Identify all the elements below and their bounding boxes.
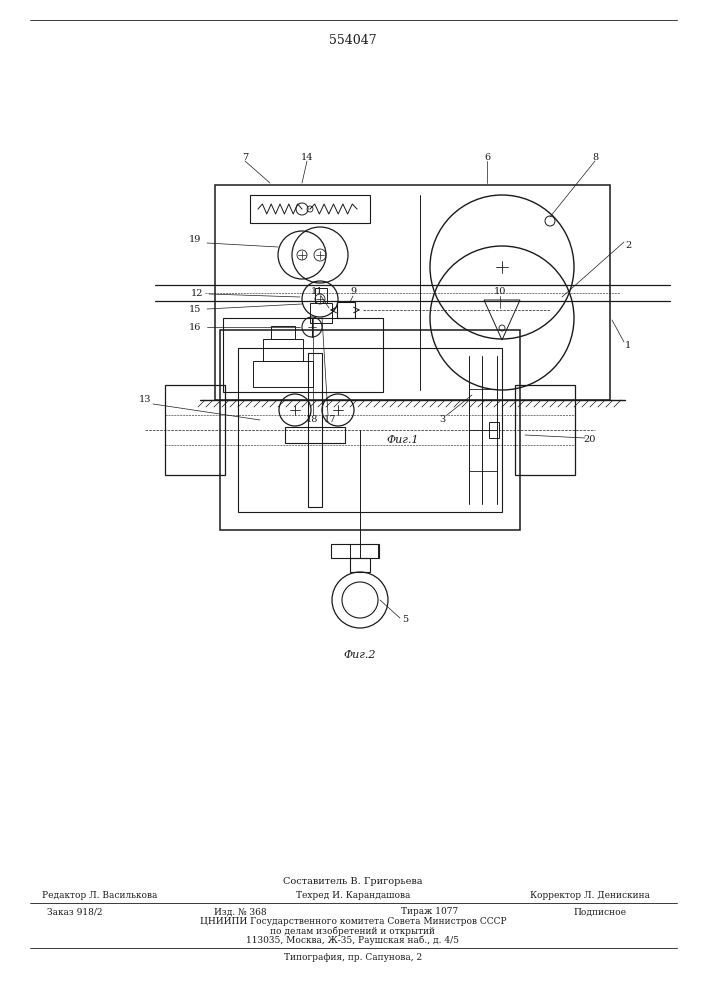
Text: ЦНИИПИ Государственного комитета Совета Министров СССР: ЦНИИПИ Государственного комитета Совета … xyxy=(199,918,506,926)
Bar xyxy=(223,318,383,392)
Text: 5: 5 xyxy=(402,615,408,624)
Bar xyxy=(285,427,345,443)
Bar xyxy=(337,302,355,318)
Text: 16: 16 xyxy=(189,322,201,332)
Text: по делам изобретений и открытий: по делам изобретений и открытий xyxy=(271,926,436,936)
Text: 15: 15 xyxy=(189,304,201,314)
Text: 12: 12 xyxy=(191,290,203,298)
Bar xyxy=(315,288,327,302)
Bar xyxy=(263,339,303,361)
Text: 19: 19 xyxy=(189,235,201,244)
Text: 18: 18 xyxy=(306,416,318,424)
Bar xyxy=(489,422,499,438)
Bar xyxy=(215,185,610,400)
Text: Корректор Л. Денискина: Корректор Л. Денискина xyxy=(530,890,650,900)
Text: Φиг.2: Φиг.2 xyxy=(344,650,376,660)
Text: Типография, пр. Сапунова, 2: Типография, пр. Сапунова, 2 xyxy=(284,954,422,962)
Bar xyxy=(220,330,520,530)
Text: 1: 1 xyxy=(625,340,631,350)
Bar xyxy=(271,326,295,339)
Text: Φиг.1: Φиг.1 xyxy=(386,435,419,445)
Text: Тираж 1077: Тираж 1077 xyxy=(402,908,459,916)
Text: 6: 6 xyxy=(484,152,490,161)
Text: 14: 14 xyxy=(300,152,313,161)
Text: 3: 3 xyxy=(439,416,445,424)
Text: Изд. № 368: Изд. № 368 xyxy=(214,908,267,916)
Text: 554047: 554047 xyxy=(329,33,377,46)
Bar xyxy=(308,353,322,507)
Bar xyxy=(331,544,379,558)
Bar xyxy=(238,348,502,512)
Bar xyxy=(310,302,332,322)
Text: 2: 2 xyxy=(625,240,631,249)
Text: 7: 7 xyxy=(242,152,248,161)
Text: 17: 17 xyxy=(324,416,337,424)
Text: 10: 10 xyxy=(493,288,506,296)
Bar xyxy=(515,385,575,475)
Text: 113035, Москва, Ж-35, Раушская наб., д. 4/5: 113035, Москва, Ж-35, Раушская наб., д. … xyxy=(247,935,460,945)
Text: 8: 8 xyxy=(592,152,598,161)
Text: 9: 9 xyxy=(350,288,356,296)
Text: Составитель В. Григорьева: Составитель В. Григорьева xyxy=(284,878,423,886)
Text: 13: 13 xyxy=(139,395,151,404)
Bar xyxy=(250,195,370,223)
Text: Редактор Л. Василькова: Редактор Л. Василькова xyxy=(42,890,158,900)
Bar xyxy=(165,385,225,475)
Text: 20: 20 xyxy=(584,436,596,444)
Bar xyxy=(350,544,378,558)
Bar xyxy=(253,361,313,387)
Text: Заказ 918/2: Заказ 918/2 xyxy=(47,908,103,916)
Text: 11: 11 xyxy=(311,288,323,296)
Bar xyxy=(350,558,370,572)
Text: Подписное: Подписное xyxy=(573,908,626,916)
Text: Техред И. Карандашова: Техред И. Карандашова xyxy=(296,890,410,900)
